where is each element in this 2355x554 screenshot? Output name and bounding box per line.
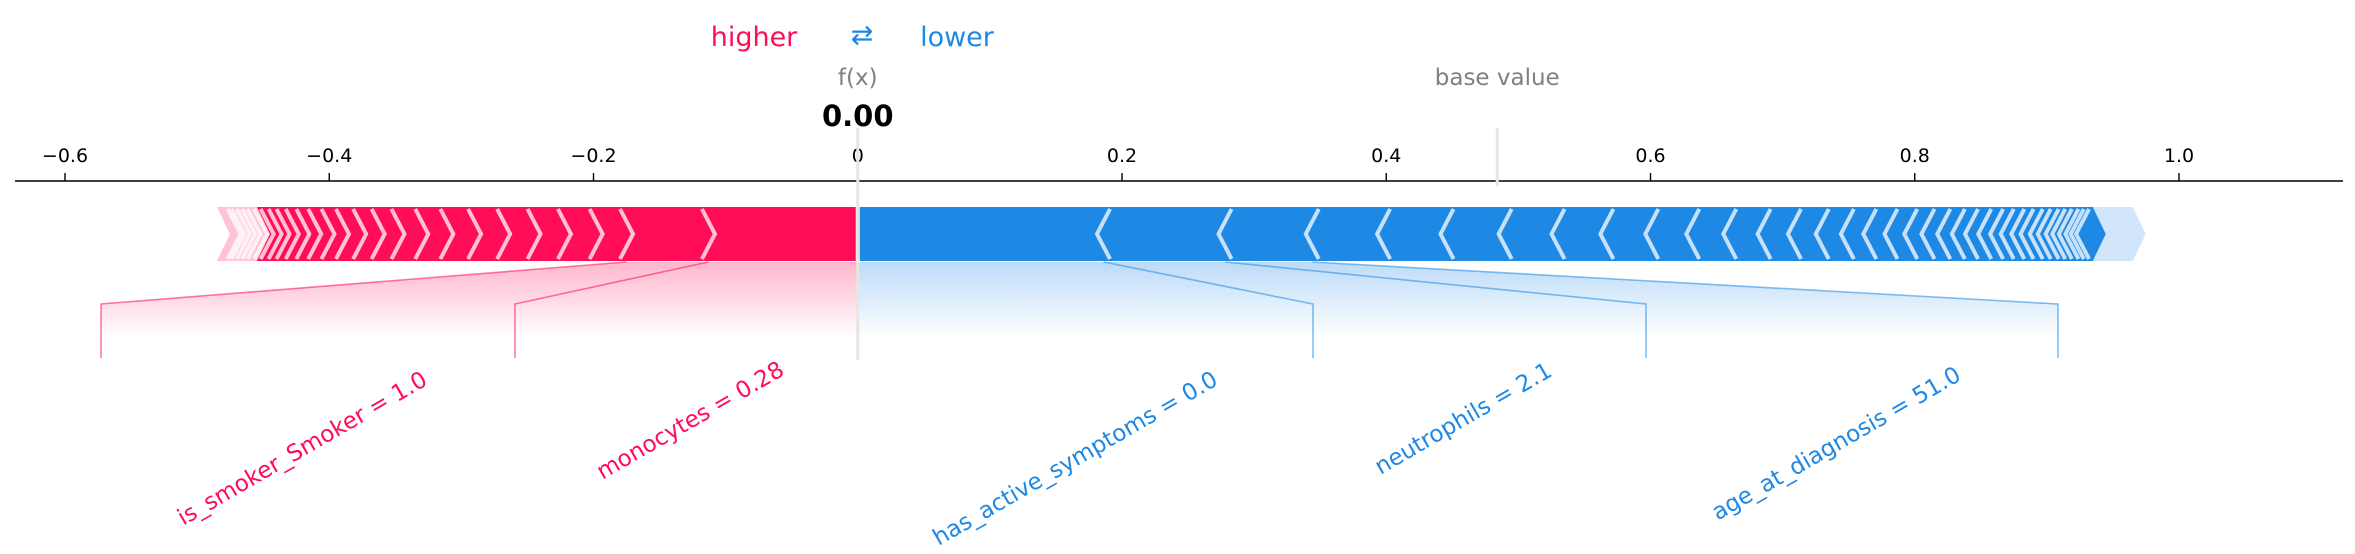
negative-feature-boundary	[2063, 208, 2081, 260]
positive-feature-boundary	[587, 208, 605, 260]
feature-shade	[515, 262, 858, 338]
positive-feature-boundary	[556, 208, 574, 260]
negative-feature-boundary	[1919, 208, 1937, 260]
negative-feature-boundary	[2035, 208, 2053, 260]
negative-feature-boundary	[2043, 208, 2061, 260]
negative-feature-boundary	[1987, 208, 2005, 260]
feature-leader-line	[514, 261, 709, 358]
negative-feature-boundary	[1755, 208, 1773, 260]
positive-feature-boundary	[235, 208, 253, 260]
feature-label: age_at_diagnosis = 51.0	[1708, 362, 1966, 526]
feature-shades	[101, 262, 2058, 338]
feature-label: neutrophils = 2.1	[1370, 358, 1556, 480]
x-tick-label: −0.6	[42, 145, 88, 167]
feature-leader-line	[1103, 261, 1314, 358]
negative-feature-boundary	[1998, 208, 2016, 260]
negative-feature-boundary	[1374, 208, 1392, 260]
positive-feature-boundary	[252, 208, 270, 260]
feature-leader-line	[100, 261, 627, 358]
feature-leader-line	[1224, 261, 1647, 358]
negative-feature-boundary	[2018, 208, 2036, 260]
negative-feature-boundary	[2009, 208, 2027, 260]
base-value-label: base value	[1435, 65, 1560, 91]
positive-feature-boundary	[334, 208, 352, 260]
legend-higher: higher	[711, 22, 798, 53]
negative-feature-boundary	[1094, 208, 1112, 260]
legend-arrows-icon: ⇄	[851, 20, 874, 51]
positive-feature-boundary	[389, 208, 407, 260]
negative-feature-boundary	[1976, 208, 1994, 260]
positive-feature-boundary	[229, 208, 247, 260]
positive-feature-boundary	[369, 208, 387, 260]
positive-feature-boundary	[294, 208, 312, 260]
negative-feature-boundary	[2068, 208, 2086, 260]
positive-feature-boundary	[413, 208, 431, 260]
positive-feature-boundary	[495, 208, 513, 260]
positive-feature-boundary	[225, 208, 243, 260]
positive-feature-boundary	[319, 208, 337, 260]
negative-feature-boundary	[1721, 208, 1739, 260]
negative-bar	[857, 207, 2106, 261]
feature-shade	[1103, 262, 1646, 338]
negative-feature-boundary	[1598, 208, 1616, 260]
positive-feature-boundary	[351, 208, 369, 260]
negative-feature-boundary	[1549, 208, 1567, 260]
positive-feature-boundary	[258, 208, 276, 260]
feature-shade	[101, 262, 709, 338]
negative-feature-boundary	[1882, 208, 1900, 260]
legend-lower: lower	[920, 22, 995, 53]
x-axis-ticks: −0.6−0.4−0.200.20.40.60.81.0	[42, 145, 2194, 181]
positive-feature-boundary	[245, 208, 263, 260]
feature-leader-lines	[100, 261, 2059, 358]
negative-feature-boundary	[1962, 208, 1980, 260]
negative-feature-boundary	[1902, 208, 1920, 260]
positive-feature-boundary	[466, 208, 484, 260]
negative-feature-boundary	[2050, 208, 2068, 260]
positive-feature-boundary	[266, 208, 284, 260]
positive-feature-boundary	[306, 208, 324, 260]
x-tick-label: 0.6	[1635, 145, 1665, 167]
negative-feature-boundary	[1838, 208, 1856, 260]
feature-shade	[1225, 262, 2058, 338]
positive-feature-boundary	[240, 208, 258, 260]
negative-feature-boundary	[1935, 208, 1953, 260]
negative-feature-boundary	[1643, 208, 1661, 260]
x-tick-label: 0.4	[1371, 145, 1401, 167]
feature-label: has_active_symptoms = 0.0	[929, 367, 1223, 552]
positive-feature-boundary	[438, 208, 456, 260]
feature-leader-line	[1312, 261, 2059, 358]
negative-feature-boundary	[2073, 208, 2091, 260]
fx-label: f(x)	[838, 65, 878, 91]
negative-feature-boundary	[2056, 208, 2074, 260]
positive-feature-boundary	[700, 208, 718, 260]
negative-feature-boundary	[1684, 208, 1702, 260]
positive-feature-boundary	[283, 208, 302, 260]
feature-label: is_smoker_Smoker = 1.0	[173, 367, 432, 531]
positive-feature-boundary	[618, 208, 636, 260]
x-tick-label: 0.8	[1900, 145, 1930, 167]
fx-value: 0.00	[822, 99, 894, 133]
negative-feature-boundary	[1496, 208, 1514, 260]
positive-feature-boundary	[274, 208, 292, 260]
feature-labels: is_smoker_Smoker = 1.0 monocytes = 0.28 ha…	[173, 357, 1965, 551]
feature-shade	[857, 262, 1313, 338]
x-tick-label: −0.2	[570, 145, 616, 167]
negative-feature-boundary	[1861, 208, 1879, 260]
x-tick-label: 1.0	[2164, 145, 2194, 167]
x-tick-label: −0.4	[306, 145, 352, 167]
negative-feature-boundary	[1949, 208, 1967, 260]
x-tick-label: 0.2	[1107, 145, 1137, 167]
negative-feature-boundary	[1438, 208, 1456, 260]
negative-feature-boundary	[1813, 208, 1831, 260]
negative-feature-boundary	[1785, 208, 1803, 260]
force-bars	[216, 205, 2146, 263]
negative-feature-boundary	[2027, 208, 2045, 260]
feature-label: monocytes = 0.28	[592, 357, 788, 485]
negative-feature-boundary	[1303, 208, 1321, 260]
positive-feature-boundary	[525, 208, 543, 260]
negative-feature-boundary	[1216, 208, 1234, 260]
